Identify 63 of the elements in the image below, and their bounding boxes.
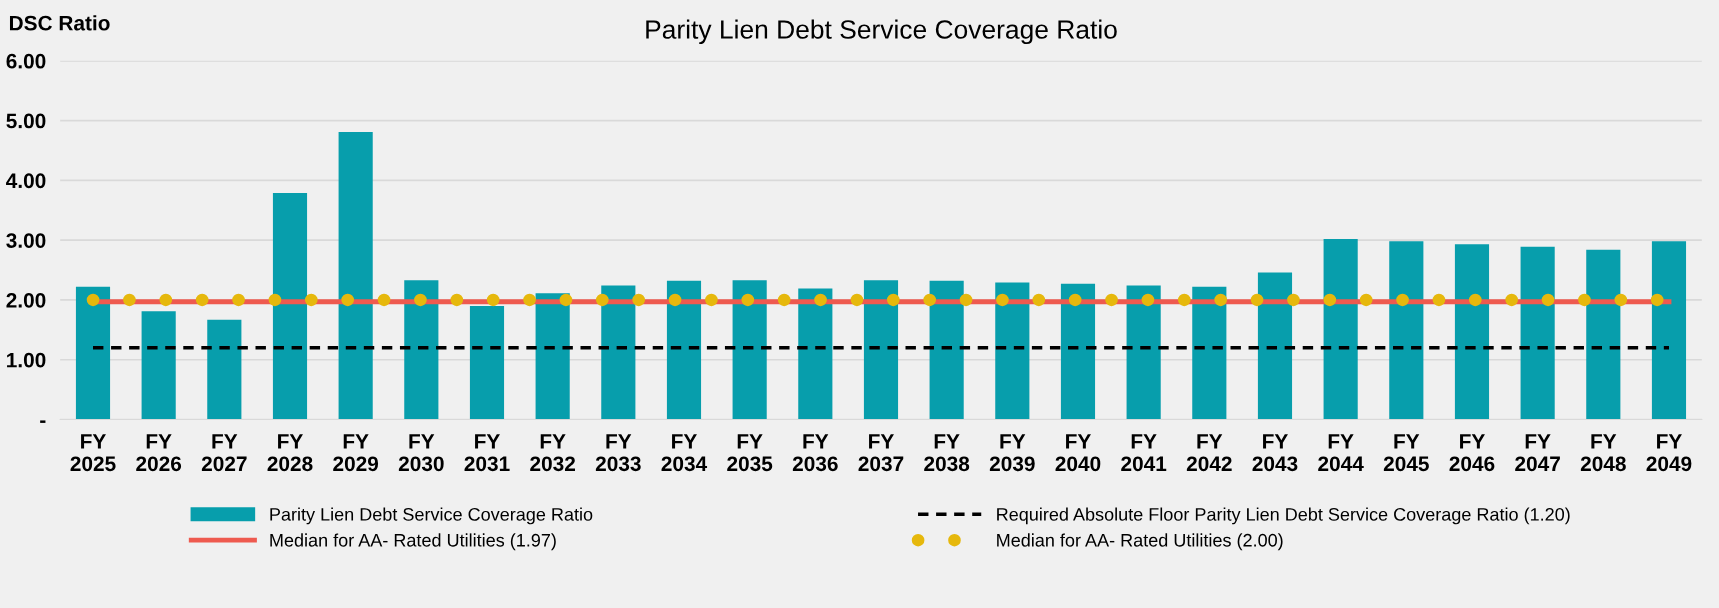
bar — [75, 286, 111, 420]
x-tick-label: FY 2030 — [398, 434, 444, 472]
x-tick-label: FY 2029 — [333, 434, 379, 472]
x-tick-label: FY 2028 — [267, 434, 313, 472]
legend-label: Parity Lien Debt Service Coverage Ratio — [270, 507, 593, 525]
x-tick-label: FY 2032 — [530, 434, 575, 472]
x-tick-label: FY 2041 — [1121, 434, 1167, 472]
bar — [272, 192, 308, 420]
bar — [863, 280, 899, 420]
x-tick-label: FY 2026 — [136, 434, 182, 472]
y-tick-label: 1.00 — [7, 352, 46, 368]
y-tick-label: 5.00 — [6, 113, 46, 129]
x-tick-label: FY 2042 — [1186, 434, 1232, 472]
bar — [601, 285, 636, 420]
bar — [1586, 249, 1621, 420]
bar — [1454, 244, 1490, 420]
y-tick-label: 2.00 — [6, 292, 46, 308]
bar — [1520, 246, 1555, 420]
x-tick-label: FY 2027 — [201, 434, 247, 472]
bar — [404, 280, 439, 420]
bar — [141, 311, 176, 420]
x-tick-label: FY 2025 — [70, 434, 116, 472]
y-tick-label: 3.00 — [6, 233, 46, 248]
x-tick-label: FY 2034 — [661, 434, 708, 472]
x-tick-label: FY 2031 — [464, 434, 510, 472]
bar — [1651, 241, 1687, 420]
bar — [929, 280, 964, 420]
y-tick-label: 6.00 — [6, 53, 46, 69]
x-tick-label: FY 2039 — [989, 434, 1035, 472]
x-tick-label: FY 2044 — [1318, 434, 1364, 472]
y-tick-label: 4.00 — [6, 173, 46, 189]
x-tick-label: FY 2046 — [1449, 434, 1495, 472]
bar — [1389, 241, 1424, 420]
x-tick-label: FY 2040 — [1055, 434, 1101, 472]
bar — [798, 288, 833, 420]
bar — [995, 282, 1030, 420]
y-axis-title: DSC Ratio — [9, 15, 110, 31]
y-tick-label: - — [40, 420, 46, 423]
bar — [1126, 285, 1161, 420]
bar — [469, 305, 505, 420]
bar — [1257, 272, 1293, 420]
bar — [732, 280, 767, 420]
x-tick-label: FY 2047 — [1515, 434, 1560, 472]
x-tick-label: FY 2038 — [924, 434, 970, 472]
x-tick-label: FY 2033 — [595, 434, 641, 472]
bar — [1192, 286, 1227, 420]
bar — [1060, 283, 1096, 420]
bar — [207, 319, 242, 420]
x-tick-label: FY 2045 — [1383, 434, 1429, 472]
bar — [535, 293, 570, 420]
bar — [1323, 238, 1358, 420]
chart-title: Parity Lien Debt Service Coverage Ratio — [646, 19, 1117, 45]
x-tick-label: FY 2049 — [1646, 434, 1692, 472]
legend-label: Median for AA- Rated Utilities (1.97) — [270, 533, 556, 551]
bar — [666, 280, 702, 420]
x-tick-label: FY 2037 — [858, 434, 904, 472]
legend-label: Required Absolute Floor Parity Lien Debt Service Coverage Ratio (1.20) — [997, 507, 1570, 525]
x-tick-label: FY 2043 — [1252, 434, 1298, 472]
x-tick-label: FY 2036 — [792, 434, 838, 472]
legend-label: Median for AA- Rated Utilities (2.00) — [997, 533, 1283, 551]
x-tick-label: FY 2035 — [727, 434, 773, 472]
x-tick-label: FY 2048 — [1580, 434, 1626, 472]
bar — [338, 131, 373, 420]
